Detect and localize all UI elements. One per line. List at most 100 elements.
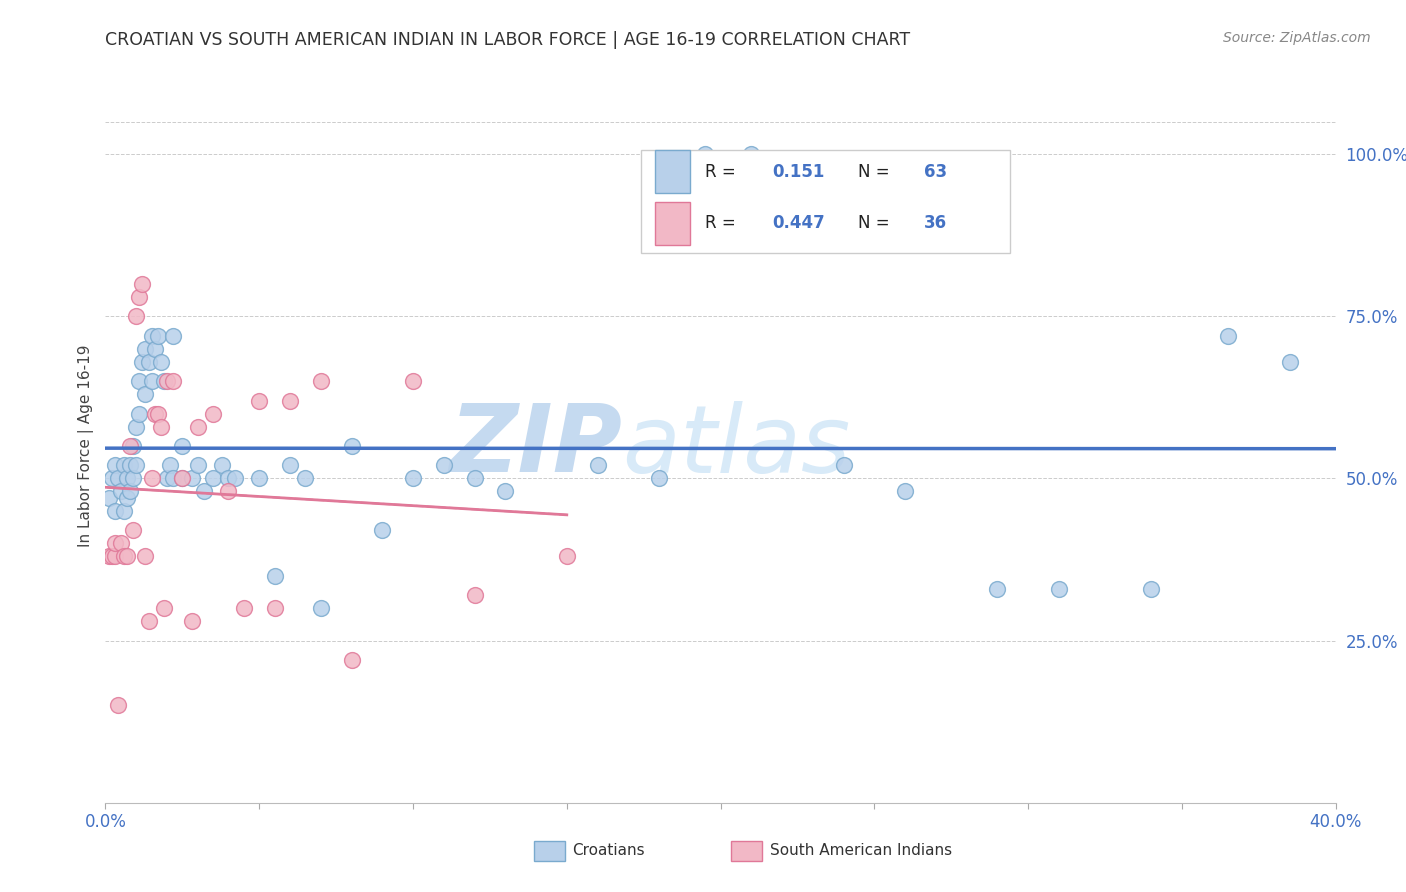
Text: R =: R = xyxy=(704,214,741,233)
Point xyxy=(131,354,153,368)
Point xyxy=(494,484,516,499)
Point xyxy=(146,407,169,421)
Point xyxy=(232,601,254,615)
Text: 0.151: 0.151 xyxy=(772,162,825,181)
Point xyxy=(187,458,209,473)
Text: R =: R = xyxy=(704,162,741,181)
Point xyxy=(740,147,762,161)
Point xyxy=(464,588,486,602)
Point xyxy=(110,536,132,550)
Point xyxy=(172,471,194,485)
Point xyxy=(211,458,233,473)
Point xyxy=(128,290,150,304)
Point xyxy=(131,277,153,291)
Point xyxy=(193,484,215,499)
Point xyxy=(100,471,122,485)
Text: N =: N = xyxy=(858,214,896,233)
Point xyxy=(187,419,209,434)
Text: atlas: atlas xyxy=(621,401,851,491)
Point xyxy=(402,374,425,388)
Point xyxy=(115,491,138,505)
Y-axis label: In Labor Force | Age 16-19: In Labor Force | Age 16-19 xyxy=(79,344,94,548)
Point xyxy=(180,614,202,628)
Point xyxy=(218,484,240,499)
Point xyxy=(894,484,917,499)
Point xyxy=(555,549,578,564)
Point xyxy=(263,601,285,615)
Point xyxy=(464,471,486,485)
Point xyxy=(433,458,456,473)
Point xyxy=(1216,328,1239,343)
Point xyxy=(120,439,141,453)
Point xyxy=(115,471,138,485)
Point xyxy=(138,614,160,628)
Point xyxy=(172,439,194,453)
Point xyxy=(202,407,225,421)
Point xyxy=(104,536,127,550)
Point xyxy=(104,458,127,473)
Point xyxy=(162,471,184,485)
Point xyxy=(340,439,363,453)
Point xyxy=(247,393,270,408)
Point xyxy=(586,458,609,473)
Point xyxy=(107,471,129,485)
Point xyxy=(112,549,135,564)
Point xyxy=(159,458,181,473)
FancyBboxPatch shape xyxy=(641,150,1010,253)
Point xyxy=(143,407,166,421)
Point xyxy=(104,549,127,564)
Text: Croatians: Croatians xyxy=(572,844,645,858)
Point xyxy=(97,549,120,564)
Point xyxy=(202,471,225,485)
Point xyxy=(120,484,141,499)
Point xyxy=(648,471,671,485)
Point xyxy=(402,471,425,485)
Point xyxy=(125,419,148,434)
Point xyxy=(218,471,240,485)
Point xyxy=(110,484,132,499)
Point xyxy=(156,374,179,388)
Point xyxy=(141,471,163,485)
Point xyxy=(162,374,184,388)
Point xyxy=(1047,582,1070,596)
Point xyxy=(134,387,156,401)
Point xyxy=(278,458,301,473)
Text: 0.447: 0.447 xyxy=(772,214,825,233)
Bar xyxy=(655,150,690,193)
Bar xyxy=(534,841,565,861)
Point xyxy=(138,354,160,368)
Point xyxy=(263,568,285,582)
Text: 63: 63 xyxy=(924,162,946,181)
Point xyxy=(134,549,156,564)
Bar xyxy=(655,202,690,244)
Point xyxy=(1278,354,1301,368)
Point xyxy=(122,471,145,485)
Point xyxy=(695,147,717,161)
Point xyxy=(112,458,135,473)
Point xyxy=(156,471,179,485)
Point xyxy=(153,601,176,615)
Point xyxy=(120,458,141,473)
Text: N =: N = xyxy=(858,162,896,181)
Point xyxy=(162,328,184,343)
Point xyxy=(141,374,163,388)
Text: CROATIAN VS SOUTH AMERICAN INDIAN IN LABOR FORCE | AGE 16-19 CORRELATION CHART: CROATIAN VS SOUTH AMERICAN INDIAN IN LAB… xyxy=(105,31,911,49)
Point xyxy=(141,328,163,343)
Bar xyxy=(731,841,762,861)
Text: South American Indians: South American Indians xyxy=(770,844,953,858)
Point xyxy=(134,342,156,356)
Text: Source: ZipAtlas.com: Source: ZipAtlas.com xyxy=(1223,31,1371,45)
Point xyxy=(146,328,169,343)
Point xyxy=(278,393,301,408)
Point xyxy=(112,504,135,518)
Point xyxy=(153,374,176,388)
Point xyxy=(122,439,145,453)
Point xyxy=(128,407,150,421)
Point xyxy=(128,374,150,388)
Point xyxy=(125,310,148,324)
Text: ZIP: ZIP xyxy=(450,400,621,492)
Point xyxy=(122,524,145,538)
Point xyxy=(104,504,127,518)
Point xyxy=(125,458,148,473)
Point xyxy=(172,471,194,485)
